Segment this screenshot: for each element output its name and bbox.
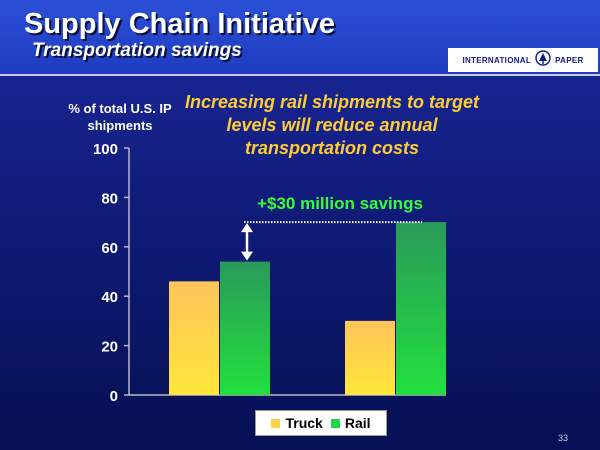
savings-arrow-head-down	[241, 251, 253, 261]
legend-swatch-truck	[271, 418, 281, 428]
page-number: 33	[557, 433, 568, 443]
logo-right-text: PAPER	[555, 55, 584, 65]
legend-label-rail: Rail	[344, 415, 371, 431]
legend-item-truck: Truck	[271, 415, 323, 431]
y-tick-label: 40	[101, 289, 118, 306]
header-divider	[0, 74, 600, 76]
y-tick-label: 100	[93, 141, 118, 158]
rail-bar	[220, 261, 270, 395]
y-axis-label: % of total U.S. IP shipments	[68, 101, 172, 133]
company-logo: INTERNATIONAL PAPER	[448, 48, 598, 72]
savings-annotation: +$30 million savings	[257, 194, 423, 213]
rail-bar	[396, 222, 446, 395]
chart-legend: Truck Rail	[255, 410, 387, 436]
legend-swatch-rail	[330, 418, 340, 428]
y-tick-label: 0	[110, 388, 118, 405]
tree-logo-icon	[535, 49, 551, 71]
truck-bar	[169, 281, 219, 395]
y-tick-label: 80	[101, 190, 118, 207]
logo-left-text: INTERNATIONAL	[462, 55, 532, 65]
truck-bar	[345, 320, 395, 395]
legend-item-rail: Rail	[330, 415, 371, 431]
y-tick-label: 60	[101, 240, 118, 257]
legend-label-truck: Truck	[285, 415, 323, 431]
savings-arrow-head-up	[241, 223, 253, 233]
slide-subtitle: Transportation savings	[32, 40, 242, 61]
chart-headline: Increasing rail shipments to target leve…	[184, 92, 480, 158]
y-tick-label: 20	[101, 339, 118, 356]
slide-title: Supply Chain Initiative	[24, 8, 335, 40]
